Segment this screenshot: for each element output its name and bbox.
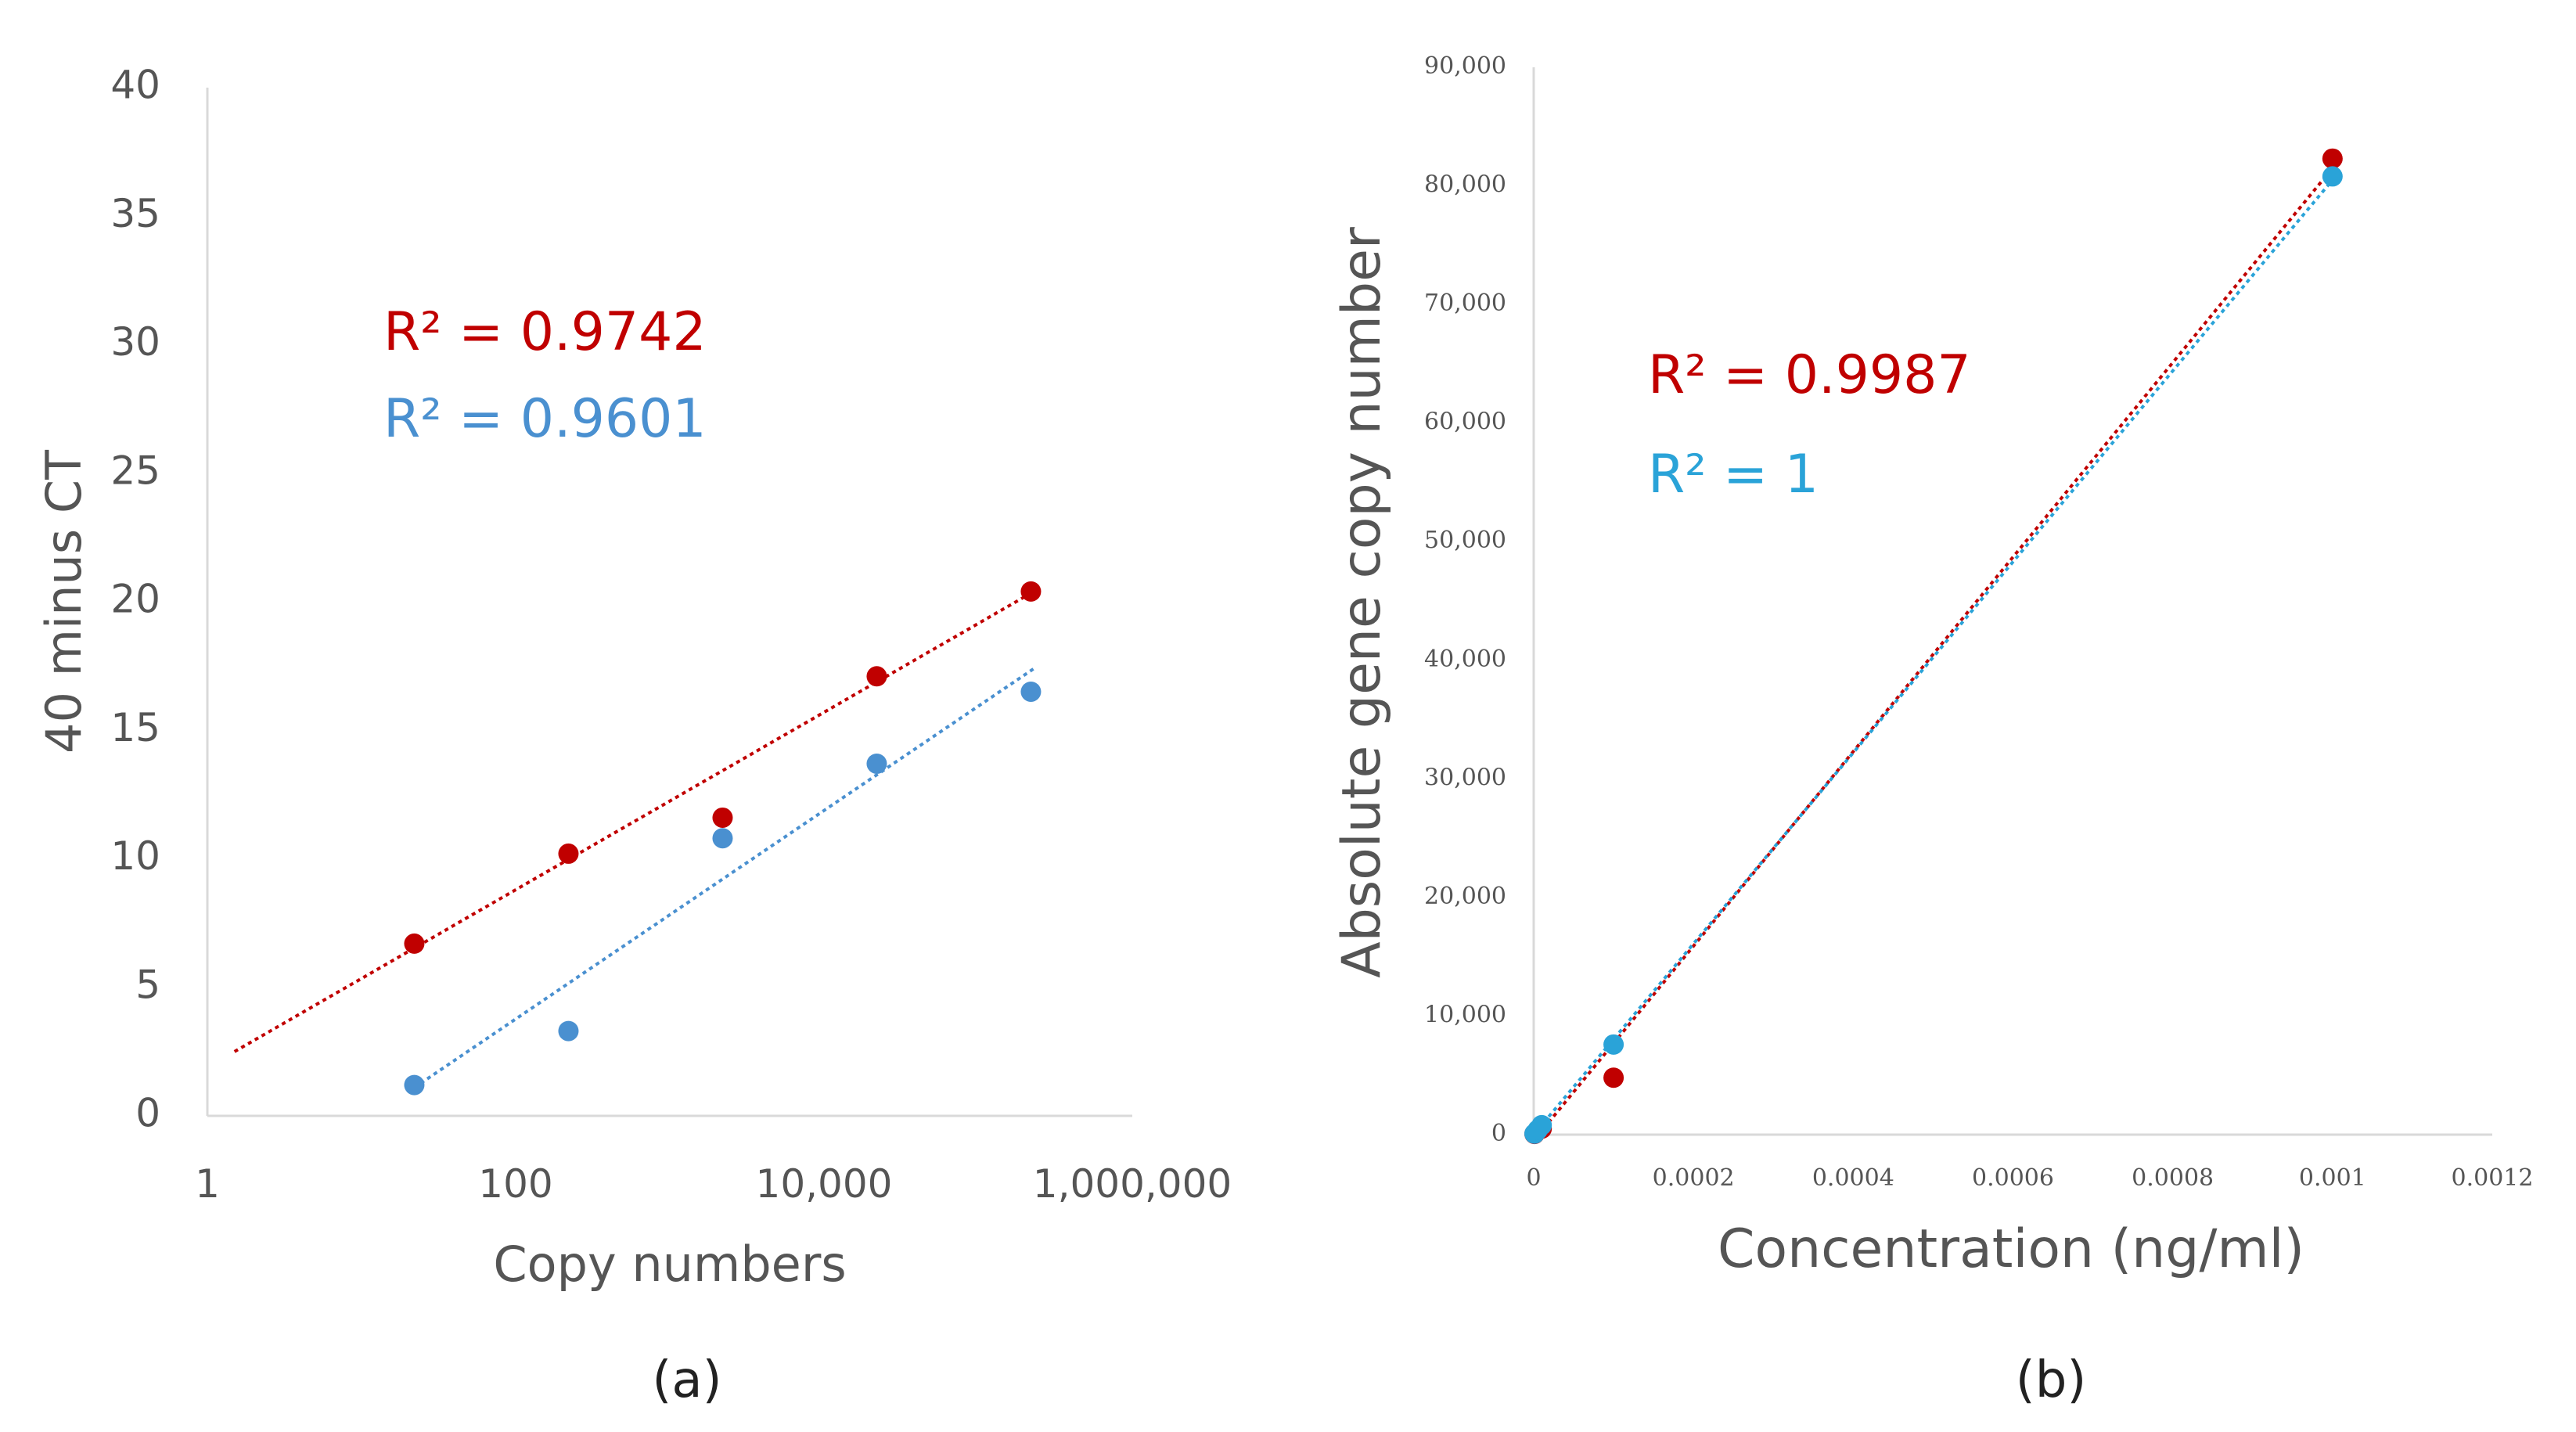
x-axis-title-a: Copy numbers (493, 1236, 846, 1293)
y-tick-label: 10 (110, 833, 160, 879)
r2-label-red-a: R² = 0.9742 (383, 301, 707, 363)
x-tick-label: 0.001 (2299, 1164, 2366, 1192)
data-point-red (1603, 1067, 1624, 1088)
y-tick-label: 90,000 (1424, 52, 1506, 80)
x-tick-label: 100 (478, 1161, 552, 1207)
y-tick-label: 20 (110, 577, 160, 622)
data-point-blue (1020, 681, 1042, 702)
data-point-blue (558, 1020, 579, 1042)
data-points-b (1524, 148, 2343, 1145)
y-tick-labels-a: 0 5 10 15 20 25 30 35 40 (110, 63, 160, 1136)
y-axis-title-a: 40 minus CT (35, 449, 92, 754)
panel-caption-b: (b) (2016, 1351, 2087, 1409)
x-tick-label: 0.0008 (2132, 1164, 2214, 1192)
data-point-red (866, 666, 887, 687)
trendline-blue (413, 667, 1035, 1089)
data-point-blue (866, 753, 887, 774)
trendlines-b (1532, 167, 2334, 1142)
r2-label-blue-a: R² = 0.9601 (383, 388, 707, 450)
y-tick-label: 0 (1491, 1120, 1506, 1147)
y-tick-label: 0 (135, 1091, 160, 1136)
y-tick-label: 30 (110, 319, 160, 365)
x-tick-label: 0.0006 (1972, 1164, 2054, 1192)
data-point-blue (2322, 166, 2343, 187)
x-tick-labels-b: 0 0.0002 0.0004 0.0006 0.0008 0.001 0.0012 (1526, 1164, 2533, 1192)
y-tick-label: 25 (110, 448, 160, 493)
panel-caption-a: (a) (652, 1351, 721, 1409)
x-tick-label: 0.0012 (2452, 1164, 2534, 1192)
y-tick-label: 20,000 (1424, 883, 1506, 910)
y-tick-label: 80,000 (1424, 171, 1506, 199)
r2-label-blue-b: R² = 1 (1648, 444, 1819, 506)
data-point-red (712, 807, 733, 828)
x-tick-label: 0 (1526, 1164, 1541, 1192)
x-tick-label: 0.0002 (1653, 1164, 1735, 1192)
y-tick-label: 60,000 (1424, 408, 1506, 436)
x-axis-title-b: Concentration (ng/ml) (1718, 1218, 2304, 1280)
y-tick-label: 10,000 (1424, 1001, 1506, 1028)
data-points-a (404, 581, 1042, 1096)
data-point-red (1020, 581, 1042, 602)
data-point-blue (1531, 1114, 1552, 1135)
x-tick-labels-a: 1 100 10,000 1,000,000 (195, 1161, 1232, 1207)
x-tick-label: 1,000,000 (1033, 1161, 1232, 1207)
data-point-blue (712, 828, 733, 849)
y-tick-label: 40 (110, 63, 160, 108)
chart-panel-b: 0 10,000 20,000 30,000 40,000 50,000 60,000 70,… (1331, 52, 2533, 1409)
trendlines-a (233, 590, 1035, 1089)
y-tick-label: 15 (110, 705, 160, 750)
x-tick-label: 1 (195, 1161, 220, 1207)
x-tick-label: 10,000 (756, 1161, 893, 1207)
y-tick-label: 35 (110, 191, 160, 236)
y-tick-label: 5 (135, 962, 160, 1007)
trendline-blue (1532, 178, 2334, 1136)
y-tick-label: 40,000 (1424, 646, 1506, 673)
data-point-blue (404, 1074, 425, 1096)
y-tick-label: 30,000 (1424, 764, 1506, 791)
data-point-red (404, 933, 425, 954)
trendline-red (233, 590, 1035, 1053)
y-tick-label: 50,000 (1424, 527, 1506, 554)
trendline-red (1532, 167, 2334, 1142)
data-point-red (2322, 148, 2343, 169)
data-point-red (558, 843, 579, 864)
y-tick-label: 70,000 (1424, 290, 1506, 317)
x-tick-label: 0.0004 (1812, 1164, 1894, 1192)
data-point-blue (1603, 1034, 1624, 1055)
y-tick-labels-b: 0 10,000 20,000 30,000 40,000 50,000 60,000 70,… (1424, 52, 1506, 1147)
chart-panel-a: 0 5 10 15 20 25 30 35 40 1 100 10,000 1,000,000 R² … (35, 63, 1232, 1410)
y-axis-title-b: Absolute gene copy number (1331, 227, 1393, 978)
r2-label-red-b: R² = 0.9987 (1648, 344, 1971, 406)
